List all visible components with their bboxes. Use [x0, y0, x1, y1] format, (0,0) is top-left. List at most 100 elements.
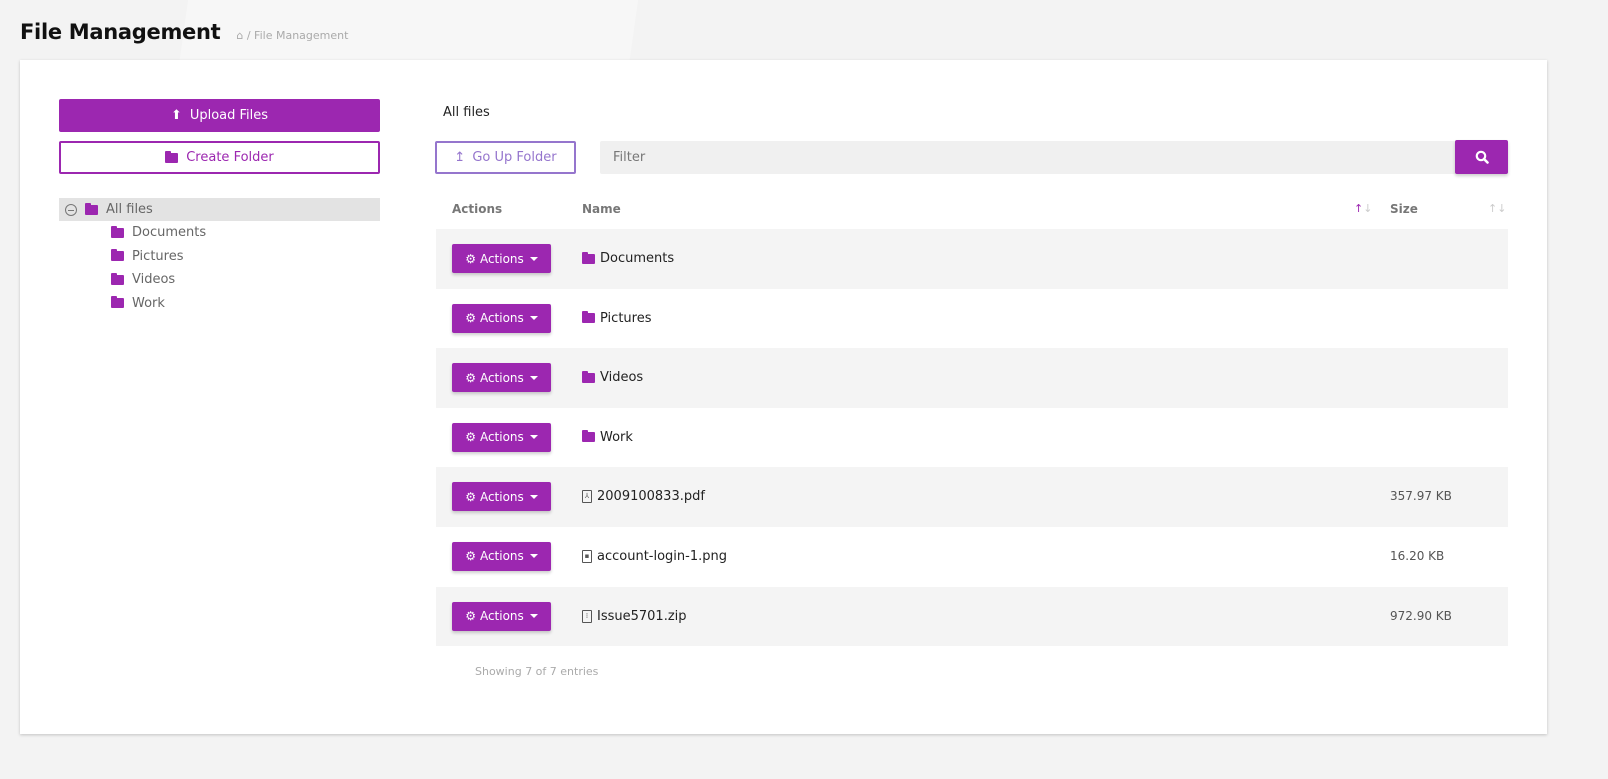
file-name-text: 2009100833.pdf — [597, 489, 705, 505]
file-name[interactable]: Documents — [582, 251, 674, 266]
file-name[interactable]: ▪ account-login-1.png — [582, 549, 727, 564]
table-row: ⚙ Actions Videos — [436, 348, 1508, 408]
caret-down-icon — [529, 435, 538, 440]
file-name[interactable]: Videos — [582, 370, 643, 385]
caret-down-icon — [529, 316, 538, 321]
actions-label: Actions — [479, 549, 524, 564]
caret-down-icon — [529, 614, 538, 619]
gear-icon: ⚙ — [465, 430, 476, 445]
zip-file-icon: ⁞ — [582, 609, 592, 623]
file-name[interactable]: ⅄ 2009100833.pdf — [582, 489, 705, 504]
folder-icon — [85, 202, 98, 215]
actions-label: Actions — [479, 430, 524, 445]
create-label: Create Folder — [186, 150, 274, 165]
table-row: ⚙ Actions ⅄ 2009100833.pdf 357.97 KB — [436, 467, 1508, 527]
gear-icon: ⚙ — [465, 549, 476, 564]
caret-down-icon — [529, 554, 538, 559]
actions-label: Actions — [479, 609, 524, 624]
file-name-text: account-login-1.png — [597, 548, 727, 564]
table-row: ⚙ Actions Pictures — [436, 289, 1508, 349]
level-up-icon: ↥ — [454, 150, 466, 165]
home-icon[interactable]: ⌂ — [236, 29, 244, 42]
gear-icon: ⚙ — [465, 311, 476, 326]
caret-down-icon — [529, 256, 538, 261]
gear-icon: ⚙ — [465, 370, 476, 385]
caret-down-icon — [529, 494, 538, 499]
folder-icon — [582, 430, 595, 443]
actions-dropdown-button[interactable]: ⚙ Actions — [452, 541, 551, 571]
gear-icon: ⚙ — [465, 251, 476, 266]
folder-icon — [111, 225, 124, 238]
tree-item-pictures[interactable]: Pictures — [59, 245, 380, 269]
folder-icon — [111, 296, 124, 309]
actions-dropdown-button[interactable]: ⚙ Actions — [452, 422, 551, 452]
upload-files-button[interactable]: ⬆ Upload Files — [59, 99, 380, 132]
table-row: ⚙ Actions ⁞ Issue5701.zip 972.90 KB — [436, 586, 1508, 647]
gear-icon: ⚙ — [465, 609, 476, 624]
sort-name-icon[interactable]: ↑↓ — [1354, 202, 1373, 215]
actions-dropdown-button[interactable]: ⚙ Actions — [452, 482, 551, 512]
collapse-icon[interactable] — [65, 203, 77, 216]
tree-label: Work — [132, 295, 165, 311]
file-name[interactable]: Work — [582, 430, 633, 445]
image-file-icon: ▪ — [582, 549, 592, 563]
actions-label: Actions — [479, 370, 524, 385]
file-name-text: Pictures — [600, 310, 652, 326]
upload-icon: ⬆ — [170, 108, 182, 123]
table-row: ⚙ Actions Documents — [436, 229, 1508, 289]
page-title: File Management — [20, 20, 221, 44]
breadcrumb: ⌂ / File Management — [236, 29, 348, 42]
table-row: ⚙ Actions Work — [436, 408, 1508, 468]
current-folder: All files — [443, 105, 490, 120]
folder-icon — [111, 272, 124, 285]
tree-item-documents[interactable]: Documents — [59, 221, 380, 245]
table-info: Showing 7 of 7 entries — [475, 665, 599, 678]
search-button[interactable] — [1455, 140, 1508, 174]
actions-dropdown-button[interactable]: ⚙ Actions — [452, 244, 551, 273]
go-up-label: Go Up Folder — [472, 150, 557, 165]
file-size: 16.20 KB — [1390, 548, 1445, 563]
folder-icon — [582, 311, 595, 324]
create-folder-button[interactable]: Create Folder — [59, 141, 380, 174]
file-size: 357.97 KB — [1390, 489, 1452, 504]
column-actions: Actions — [452, 202, 503, 216]
file-name[interactable]: Pictures — [582, 311, 651, 326]
file-name-text: Videos — [600, 370, 644, 386]
search-icon — [1475, 150, 1489, 164]
tree-item-videos[interactable]: Videos — [59, 268, 380, 292]
filter-input[interactable] — [600, 141, 1456, 174]
actions-label: Actions — [479, 489, 524, 504]
file-manager-card: ⬆ Upload Files Create Folder All files Do… — [20, 60, 1547, 734]
gear-icon: ⚙ — [465, 489, 476, 504]
folder-plus-icon — [165, 150, 179, 163]
actions-label: Actions — [479, 311, 524, 326]
caret-down-icon — [529, 375, 538, 380]
actions-dropdown-button[interactable]: ⚙ Actions — [452, 303, 551, 333]
actions-dropdown-button[interactable]: ⚙ Actions — [452, 601, 551, 631]
table-header: Actions Name ↑↓ Size ↑↓ — [436, 198, 1508, 228]
file-size: 972.90 KB — [1390, 608, 1452, 623]
file-table: ⚙ Actions Documents ⚙ Actions Pictures ⚙ Ac… — [436, 229, 1508, 647]
tree-item-work[interactable]: Work — [59, 292, 380, 316]
pdf-file-icon: ⅄ — [582, 490, 592, 504]
tree-label: Videos — [132, 272, 176, 288]
sort-size-icon[interactable]: ↑↓ — [1488, 202, 1507, 215]
file-name-text: Issue5701.zip — [597, 608, 687, 624]
table-row: ⚙ Actions ▪ account-login-1.png 16.20 KB — [436, 527, 1508, 587]
actions-label: Actions — [479, 251, 524, 266]
breadcrumb-current: / File Management — [246, 29, 349, 42]
file-name-text: Documents — [600, 251, 675, 266]
go-up-folder-button[interactable]: ↥ Go Up Folder — [435, 141, 576, 174]
page-header: File Management ⌂ / File Management — [20, 20, 348, 44]
tree-label: All files — [106, 202, 153, 217]
folder-icon — [111, 249, 124, 262]
folder-icon — [582, 251, 595, 264]
tree-item-all-files[interactable]: All files — [59, 198, 380, 221]
column-name[interactable]: Name — [582, 202, 621, 216]
file-name[interactable]: ⁞ Issue5701.zip — [582, 609, 687, 624]
column-size[interactable]: Size — [1390, 202, 1418, 216]
folder-tree: All files Documents Pictures Videos Work — [59, 198, 380, 315]
tree-label: Pictures — [132, 248, 184, 264]
tree-label: Documents — [132, 225, 207, 241]
actions-dropdown-button[interactable]: ⚙ Actions — [452, 363, 551, 393]
